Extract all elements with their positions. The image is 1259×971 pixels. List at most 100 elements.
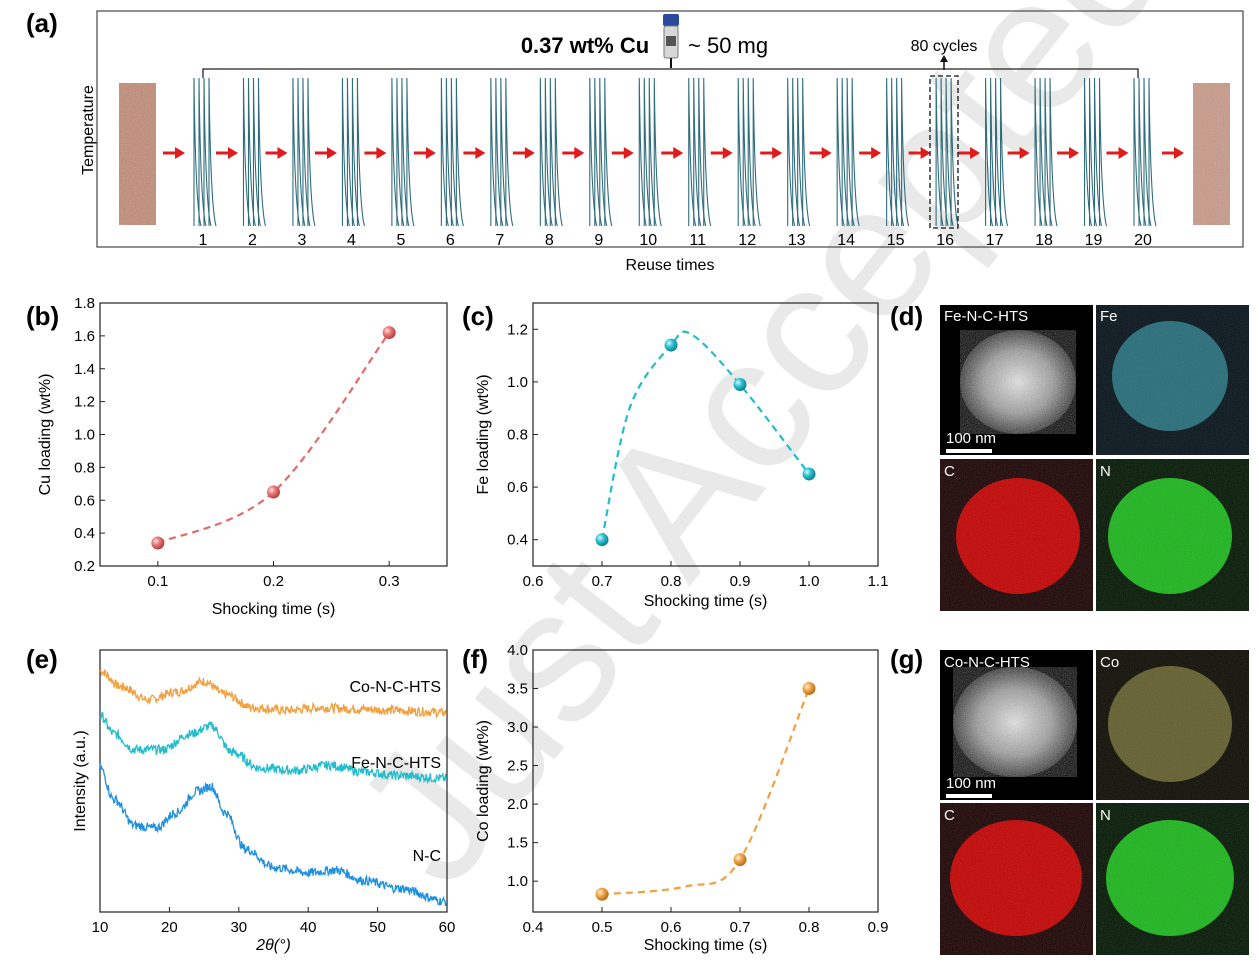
plot-f: 0.4 0.5 0.6 0.7 0.8 0.9 1.0 1.5 2.0 2.5 3.0 3.5 4.0 S…	[475, 642, 888, 954]
data-point	[664, 338, 678, 352]
flow-arrow-head	[871, 147, 882, 159]
panel-a-ylabel: Temperature	[80, 85, 97, 175]
cycle-curve	[440, 77, 449, 227]
reuse-tick-label: 20	[1134, 232, 1152, 249]
panel-a-label: (a)	[26, 8, 58, 38]
x-tick-label: 0.8	[799, 919, 820, 936]
x-tick-label: 0.9	[868, 919, 889, 936]
flow-arrow-head	[574, 147, 585, 159]
cycle-curve	[505, 77, 514, 227]
cycle-curve	[995, 77, 1004, 227]
cycle-curve	[742, 77, 751, 227]
flow-arrow-head	[970, 147, 981, 159]
cycle-curve	[396, 77, 405, 227]
panel-b-label: (b)	[26, 301, 59, 331]
cycle-curve	[554, 77, 563, 227]
cycle-curve	[292, 77, 301, 227]
reuse-tick-label: 1	[199, 232, 208, 249]
panel-a: (a) Temperature Reuse times 0.37 wt% Cu …	[26, 8, 1244, 274]
cycle-curve	[1138, 77, 1147, 227]
panel-b: (b) 0.1 0.2 0.3 0.2 0.4 0.6 0.8 1.0 1.2 1.4 1.6 1.8…	[26, 295, 448, 618]
cycle-curve	[198, 77, 207, 227]
cycle-curve	[247, 77, 257, 227]
eds-d-fe-noise	[1096, 305, 1249, 455]
x-axis-label: Shocking time (s)	[212, 601, 336, 618]
cycle-curve	[1034, 77, 1043, 227]
eds-d-scale-bar	[946, 449, 992, 453]
cycle-curve	[703, 77, 712, 227]
y-tick-label: 3.0	[507, 719, 528, 736]
cycle-curve	[490, 77, 499, 227]
eds-g-scale-bar	[946, 794, 992, 798]
cycle-curve	[990, 77, 999, 227]
cycle-curve	[391, 77, 400, 227]
x-tick-label: 0.5	[592, 919, 613, 936]
eds-g-n-label: N	[1100, 807, 1111, 824]
cycle-curve	[1044, 77, 1053, 227]
series-line	[157, 331, 391, 544]
cycle-curve	[346, 77, 355, 227]
eds-g-c-label: C	[944, 807, 955, 824]
cycle-curve	[797, 77, 806, 227]
cycle-curve	[886, 77, 895, 227]
x-tick-label: 0.7	[730, 919, 751, 936]
x-tick-label: 40	[300, 919, 317, 936]
cycle-curve	[455, 77, 464, 227]
flow-arrow-head	[175, 147, 185, 159]
eds-g-co-label: Co	[1100, 654, 1119, 671]
panel-d-label: (d)	[890, 301, 923, 331]
flow-arrow-head	[228, 147, 238, 159]
x-tick-label: 0.3	[379, 573, 400, 590]
cycle-curve	[1093, 77, 1103, 227]
cycle-curve	[945, 77, 954, 227]
reuse-tick-label: 17	[986, 232, 1004, 249]
data-point	[595, 533, 609, 547]
reuse-tick-label: 6	[446, 232, 455, 249]
cycle-curve	[841, 77, 850, 227]
panel-a-title-rest: ~ 50 mg	[688, 33, 768, 58]
panel-e: (e) 10 20 30 40 50 60 2θ(°) Intensity (a.u.) Co-…	[26, 644, 455, 954]
cycle-curve	[401, 77, 410, 227]
cycle-curve	[539, 77, 548, 227]
series-line	[600, 330, 810, 540]
x-axis-label: Shocking time (s)	[644, 937, 768, 954]
cycle-curve	[688, 77, 697, 227]
eds-d-fe-label: Fe	[1100, 308, 1118, 325]
cycle-curve	[242, 77, 252, 227]
cycle-curve	[901, 77, 910, 227]
x-tick-label: 0.6	[661, 919, 682, 936]
reuse-tick-label: 7	[495, 232, 504, 249]
reuse-tick-label: 18	[1035, 232, 1053, 249]
cycle-curve	[208, 77, 217, 227]
data-point	[802, 467, 816, 481]
eds-d-c-label: C	[944, 463, 955, 480]
y-tick-label: 0.4	[507, 532, 528, 549]
reuse-tick-label: 16	[936, 232, 954, 249]
vial-icon	[663, 14, 679, 68]
eds-g-particle-texture	[953, 667, 1077, 777]
eds-g-n-noise	[1096, 803, 1249, 955]
cycle-curve	[599, 77, 608, 227]
cycle-curve	[406, 77, 415, 227]
xrd-series-line	[99, 763, 447, 907]
flow-arrow-head	[1019, 147, 1030, 159]
cycle-curve	[653, 77, 662, 227]
cycle-curve	[302, 77, 311, 227]
x-tick-label: 60	[439, 919, 456, 936]
cycle-curve	[940, 77, 949, 227]
cycle-curve	[307, 77, 316, 227]
flow-arrow-head	[475, 147, 486, 159]
cycle-curve	[648, 77, 657, 227]
x-tick-label: 0.7	[592, 573, 613, 590]
xrd-series-line	[99, 669, 447, 719]
cycle-curve	[450, 77, 459, 227]
flow-arrow-head	[326, 147, 337, 159]
y-tick-label: 1.5	[507, 835, 528, 852]
data-point	[733, 378, 747, 392]
x-tick-label: 0.6	[523, 573, 544, 590]
cycle-curve	[802, 77, 811, 227]
flow-arrow-head	[376, 147, 387, 159]
cycles-note: 80 cycles	[911, 38, 978, 55]
y-tick-label: 1.0	[507, 374, 528, 391]
